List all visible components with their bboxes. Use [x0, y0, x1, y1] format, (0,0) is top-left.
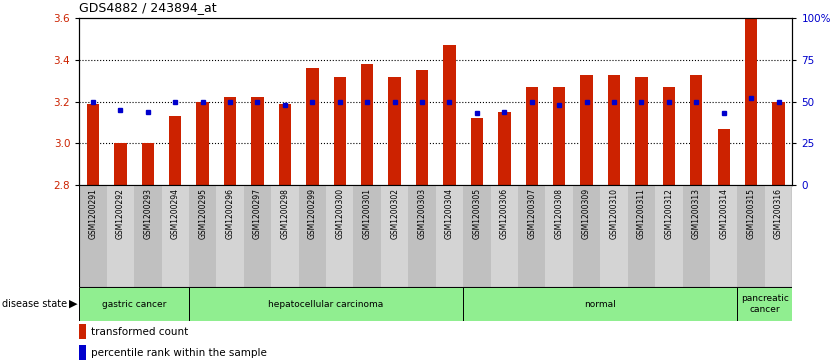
Text: GSM1200303: GSM1200303: [418, 188, 426, 239]
Text: disease state: disease state: [2, 299, 67, 309]
Bar: [600, 185, 628, 287]
Bar: [142, 143, 154, 185]
Text: GSM1200306: GSM1200306: [500, 188, 509, 239]
Bar: [326, 185, 354, 287]
Bar: [663, 87, 675, 185]
Text: GSM1200293: GSM1200293: [143, 188, 153, 239]
Text: GSM1200294: GSM1200294: [171, 188, 179, 239]
Bar: [389, 77, 401, 185]
Bar: [244, 185, 271, 287]
Bar: [224, 97, 236, 185]
Text: hepatocellular carcinoma: hepatocellular carcinoma: [269, 299, 384, 309]
Bar: [114, 143, 127, 185]
Text: GSM1200311: GSM1200311: [637, 188, 646, 239]
Bar: [107, 185, 134, 287]
Bar: [299, 185, 326, 287]
Text: GSM1200301: GSM1200301: [363, 188, 372, 239]
Bar: [79, 324, 87, 339]
Bar: [608, 74, 620, 185]
Bar: [361, 64, 374, 185]
Text: GSM1200296: GSM1200296: [225, 188, 234, 239]
Text: GSM1200297: GSM1200297: [253, 188, 262, 239]
Bar: [498, 112, 510, 185]
Bar: [334, 77, 346, 185]
Text: GSM1200313: GSM1200313: [692, 188, 701, 239]
Bar: [463, 185, 490, 287]
Bar: [162, 185, 189, 287]
Bar: [444, 45, 455, 185]
Bar: [490, 185, 518, 287]
Bar: [216, 185, 244, 287]
Text: GSM1200315: GSM1200315: [746, 188, 756, 239]
Text: transformed count: transformed count: [91, 327, 188, 337]
Bar: [682, 185, 710, 287]
Text: GSM1200307: GSM1200307: [527, 188, 536, 239]
Bar: [628, 185, 656, 287]
Bar: [580, 74, 593, 185]
Bar: [573, 185, 600, 287]
Text: ▶: ▶: [69, 299, 78, 309]
Bar: [134, 185, 162, 287]
Text: GSM1200291: GSM1200291: [88, 188, 98, 239]
Text: GSM1200304: GSM1200304: [445, 188, 454, 239]
Bar: [737, 185, 765, 287]
Bar: [197, 102, 208, 185]
Bar: [745, 18, 757, 185]
Text: GSM1200299: GSM1200299: [308, 188, 317, 239]
Bar: [416, 70, 428, 185]
Bar: [271, 185, 299, 287]
Bar: [279, 104, 291, 185]
Bar: [435, 185, 463, 287]
Text: GSM1200314: GSM1200314: [719, 188, 728, 239]
Text: pancreatic
cancer: pancreatic cancer: [741, 294, 789, 314]
Text: GSM1200302: GSM1200302: [390, 188, 399, 239]
Bar: [765, 185, 792, 287]
Bar: [717, 129, 730, 185]
Text: GSM1200310: GSM1200310: [610, 188, 619, 239]
Bar: [251, 97, 264, 185]
Bar: [189, 287, 463, 321]
Bar: [381, 185, 409, 287]
Text: gastric cancer: gastric cancer: [102, 299, 166, 309]
Bar: [79, 185, 107, 287]
Text: GSM1200295: GSM1200295: [198, 188, 207, 239]
Bar: [470, 118, 483, 185]
Text: GSM1200316: GSM1200316: [774, 188, 783, 239]
Bar: [169, 116, 181, 185]
Bar: [79, 345, 87, 360]
Bar: [737, 287, 792, 321]
Text: normal: normal: [585, 299, 616, 309]
Text: GSM1200300: GSM1200300: [335, 188, 344, 239]
Text: GSM1200305: GSM1200305: [472, 188, 481, 239]
Bar: [553, 87, 565, 185]
Text: GSM1200312: GSM1200312: [665, 188, 673, 239]
Bar: [710, 185, 737, 287]
Text: GSM1200298: GSM1200298: [280, 188, 289, 239]
Bar: [545, 185, 573, 287]
Bar: [79, 287, 189, 321]
Bar: [691, 74, 702, 185]
Text: GDS4882 / 243894_at: GDS4882 / 243894_at: [79, 1, 217, 15]
Bar: [772, 102, 785, 185]
Text: percentile rank within the sample: percentile rank within the sample: [91, 347, 267, 358]
Bar: [636, 77, 648, 185]
Bar: [409, 185, 435, 287]
Bar: [525, 87, 538, 185]
Bar: [306, 68, 319, 185]
Bar: [354, 185, 381, 287]
Text: GSM1200292: GSM1200292: [116, 188, 125, 239]
Bar: [189, 185, 216, 287]
Bar: [463, 287, 737, 321]
Bar: [87, 104, 99, 185]
Text: GSM1200309: GSM1200309: [582, 188, 591, 239]
Bar: [656, 185, 682, 287]
Text: GSM1200308: GSM1200308: [555, 188, 564, 239]
Bar: [518, 185, 545, 287]
